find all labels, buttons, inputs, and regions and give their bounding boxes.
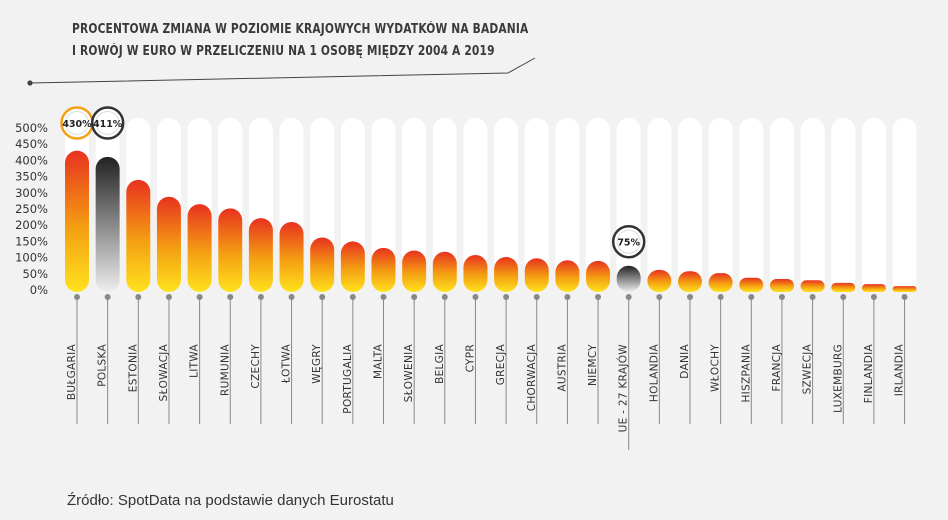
bar-polska [95,156,120,292]
bar-estonia [126,179,151,292]
bar-litwa [187,204,212,292]
category-label: WĘGRY [311,344,323,384]
category-label: UE - 27 KRAJÓW [617,344,630,433]
bar-slowacja [156,196,181,292]
source-note: Źródło: SpotData na podstawie danych Eur… [67,492,394,509]
y-tick-label: 200% [15,218,48,232]
bar-finlandia [861,284,886,292]
category-label: SZWECJA [802,343,814,394]
bar-track [555,118,580,292]
y-tick-label: 500% [15,121,48,135]
y-tick-label: 350% [15,170,48,184]
data-label: 75% [617,238,640,249]
category-label: FINLANDIA [863,343,875,403]
bar-wlochy [708,273,733,292]
bar-track [892,118,917,292]
bar-wegry [310,237,335,292]
category-label: BUŁGARIA [66,343,78,400]
category-label: HOLANDIA [648,343,660,402]
category-label: RUMUNIA [219,343,231,395]
y-tick-label: 100% [15,251,48,265]
title-line-1: PROCENTOWA ZMIANA W POZIOMIE KRAJOWYCH W… [72,22,529,37]
category-label: POLSKA [97,343,109,386]
bar-slowenia [402,250,427,292]
category-label: NIEMCY [587,344,599,386]
bar-hiszpania [739,277,764,292]
data-label-inner [616,229,641,254]
category-label: BELGIA [434,343,446,383]
bar-ue-27-krajow [616,265,641,292]
bar-szwecja [800,280,825,292]
category-label: CHORWACJA [526,343,538,411]
bar-track [524,118,549,292]
bar-track [800,118,825,292]
category-label: SŁOWENIA [403,343,415,402]
category-label: LUXEMBURG [832,344,844,413]
data-label-inner [95,111,120,135]
bar-track [586,118,611,292]
category-label: HISZPANIA [740,343,752,402]
bar-track [739,118,764,292]
bar-irlandia [892,286,917,292]
data-label: 411% [93,119,123,130]
category-label: AUSTRIA [556,343,568,391]
bar-holandia [647,269,672,292]
bar-malta [371,247,396,292]
y-tick-label: 0% [30,283,48,297]
title-line-2: I ROWÓJ W EURO W PRZELICZENIU NA 1 OSOBĘ… [72,44,495,59]
category-label: WŁOCHY [710,344,722,392]
y-tick-label: 300% [15,186,48,200]
bar-lotwa [279,221,304,292]
bar-rumunia [218,208,243,292]
category-label: DANIA [679,343,691,378]
title-underline [27,57,536,86]
category-label: LITWA [189,343,201,377]
y-tick-label: 450% [15,137,48,151]
data-label-inner [65,111,89,135]
bar-track [494,118,519,292]
bar-track [708,118,733,292]
bar-track [678,118,702,292]
chart-title: PROCENTOWA ZMIANA W POZIOMIE KRAJOWYCH W… [0,0,948,100]
bar-track [647,118,672,292]
y-tick-label: 50% [22,267,48,281]
bar-luxemburg [831,282,856,292]
bar-track [371,118,396,292]
category-label: CYPR [464,344,476,372]
bar-francja [769,278,794,292]
category-label: CZECHY [250,344,262,389]
category-label: IRLANDIA [894,343,906,396]
bar-portugalia [340,241,365,292]
data-label: 430% [62,119,92,130]
bar-dania [678,271,702,292]
category-label: MALTA [373,343,385,378]
bar-chorwacja [524,258,549,292]
bar-track [831,118,856,292]
bar-bulgaria [65,150,89,292]
bar-austria [555,260,580,292]
bar-niemcy [586,260,611,292]
bar-track [861,118,886,292]
bar-track [463,118,488,292]
y-tick-label: 250% [15,202,48,216]
category-label: GRECJA [495,343,507,385]
bar-track [769,118,794,292]
category-label: PORTUGALIA [342,343,354,413]
category-label: SŁOWACJA [158,343,170,401]
bar-cypr [463,255,488,292]
category-label: ESTONIA [127,343,139,392]
bar-grecja [494,256,519,292]
category-label: FRANCJA [771,343,783,391]
y-tick-label: 400% [15,153,48,167]
y-tick-label: 150% [15,234,48,248]
bar-belgia [432,251,457,292]
bar-czechy [248,218,273,292]
bar-track [432,118,457,292]
bar-track [402,118,427,292]
category-label: ŁOTWA [281,343,293,384]
